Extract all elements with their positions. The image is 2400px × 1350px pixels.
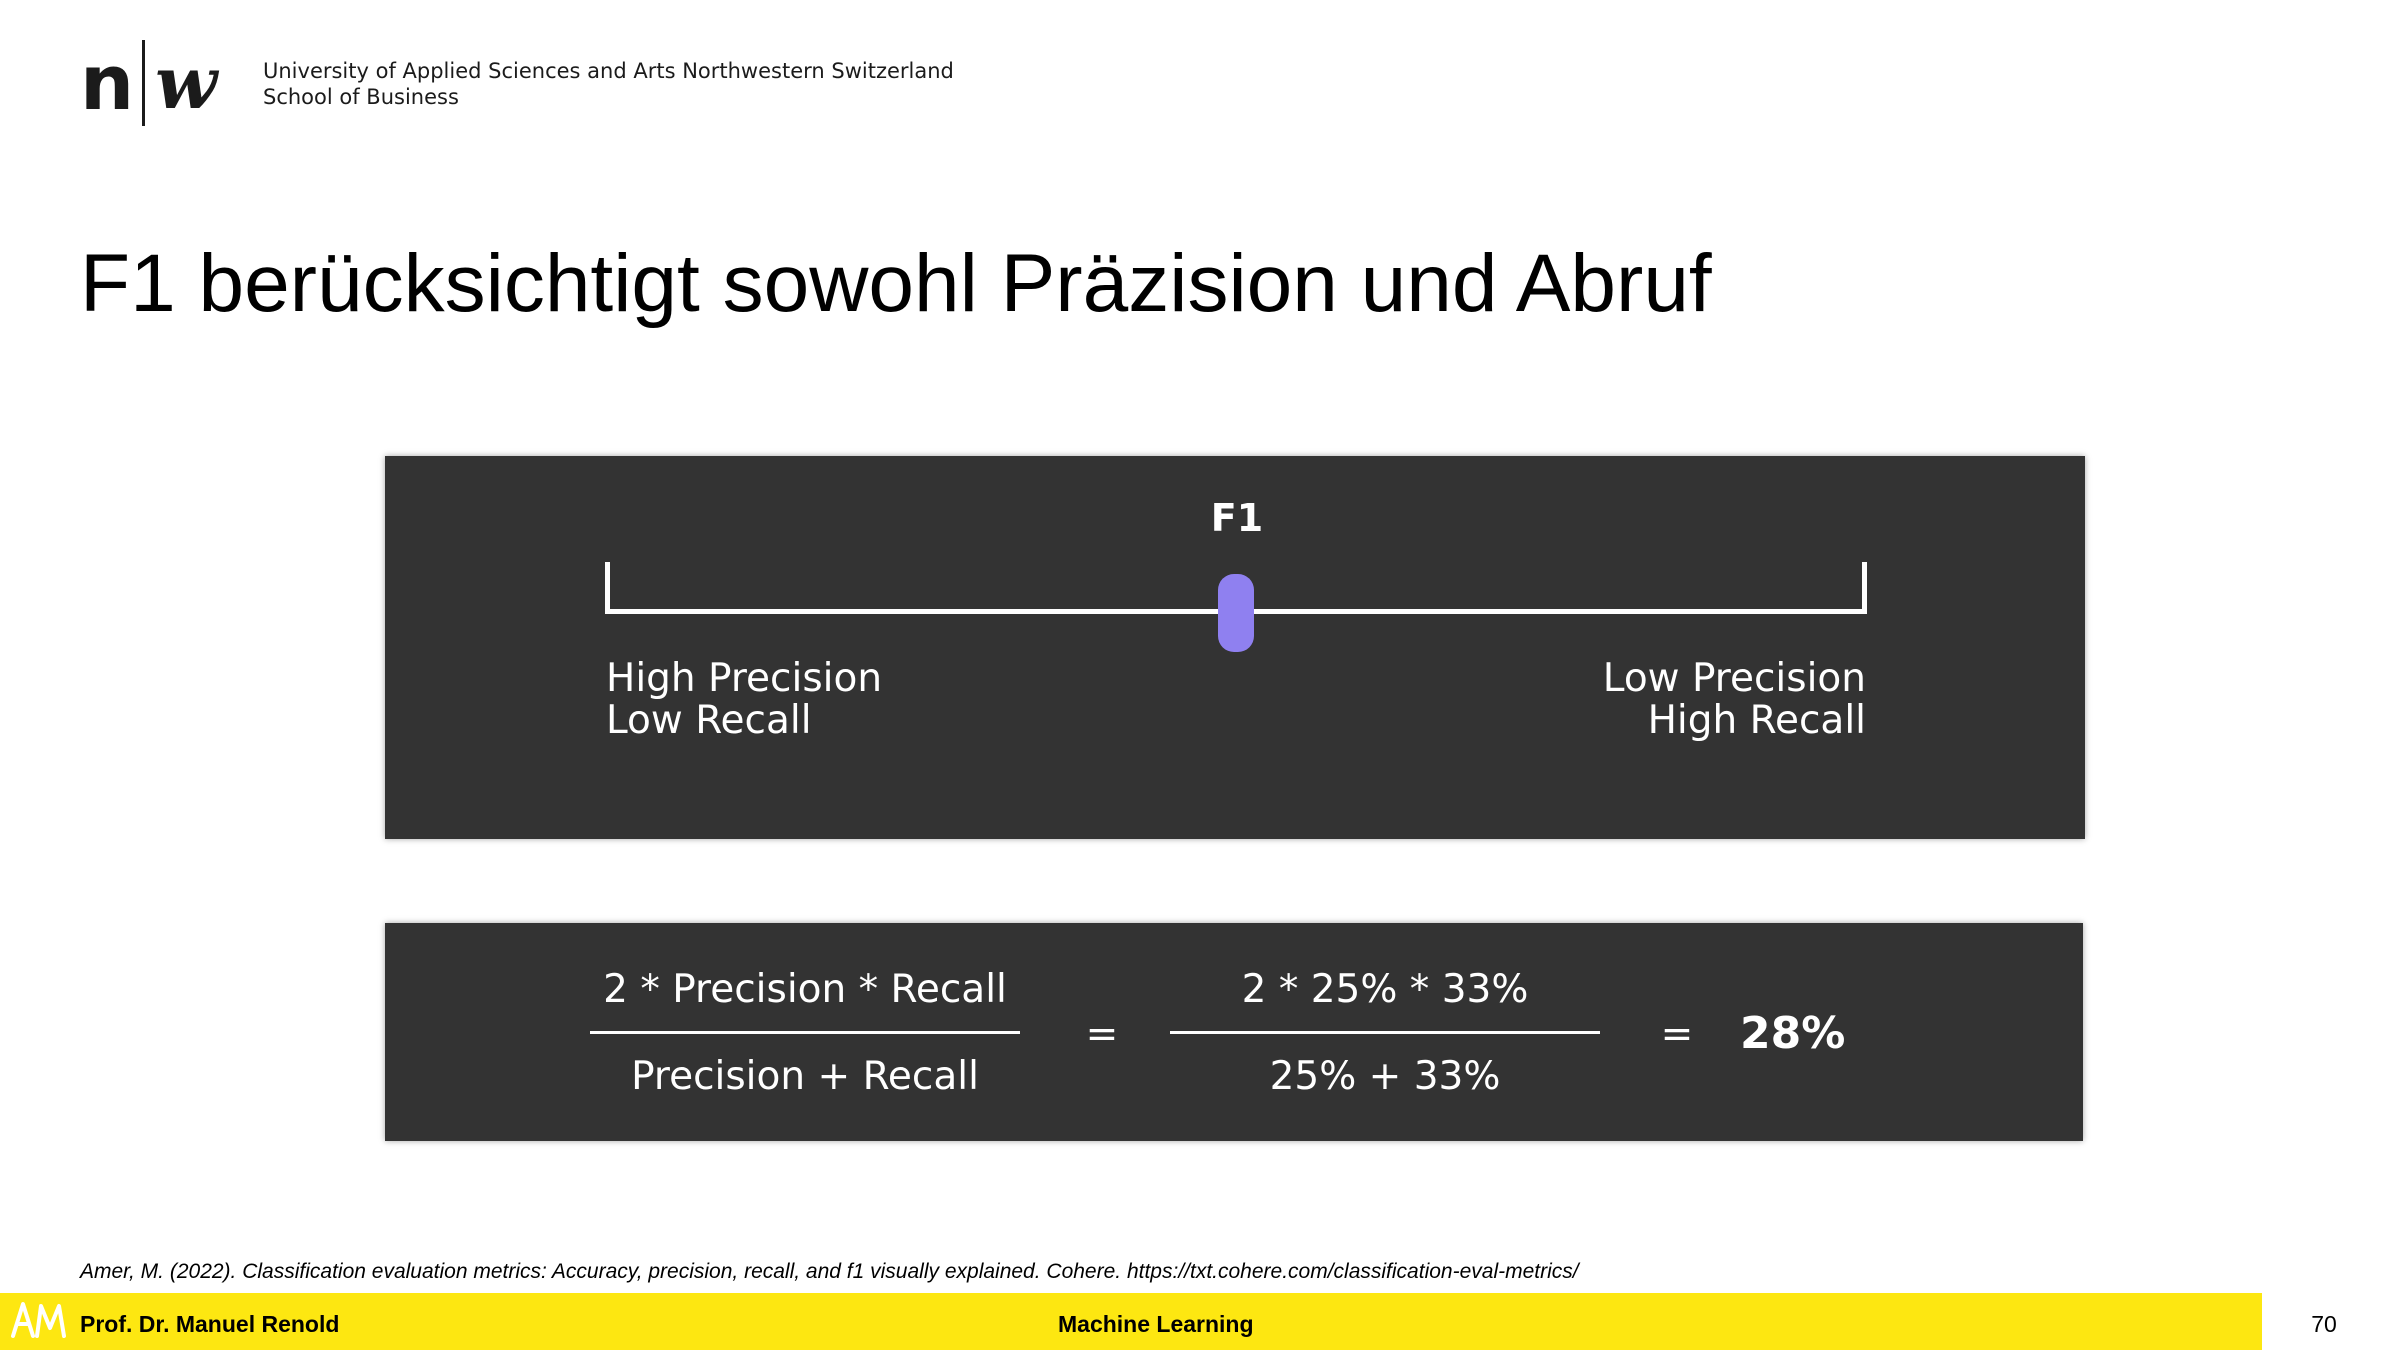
scale-left-label: High Precision Low Recall bbox=[606, 658, 882, 742]
f1-label: F1 bbox=[1210, 496, 1264, 540]
institution-line-1: University of Applied Sciences and Arts … bbox=[263, 59, 954, 83]
scale-right-label-line-2: High Recall bbox=[1647, 698, 1866, 743]
scale-left-label-line-2: Low Recall bbox=[606, 698, 812, 743]
formula-equals-2: = bbox=[1660, 1012, 1694, 1057]
formula-numerator-general: 2 * Precision * Recall bbox=[603, 967, 1007, 1012]
formula-result: 28% bbox=[1740, 1008, 1846, 1059]
scale-right-label: Low Precision High Recall bbox=[1460, 658, 1866, 742]
logo-letter-w: w bbox=[155, 40, 218, 125]
institution-name: University of Applied Sciences and Arts … bbox=[263, 58, 954, 110]
formula-numerator-values: 2 * 25% * 33% bbox=[1241, 967, 1529, 1012]
formula-denominator-values: 25% + 33% bbox=[1269, 1054, 1501, 1099]
footer-bar bbox=[0, 1293, 2262, 1350]
institution-line-2: School of Business bbox=[263, 85, 459, 109]
page-number: 70 bbox=[2311, 1311, 2337, 1337]
fraction-bar-values bbox=[1170, 1031, 1600, 1034]
formula-equals-1: = bbox=[1085, 1012, 1119, 1057]
scale-right-label-line-1: Low Precision bbox=[1602, 656, 1866, 701]
am-monogram-icon bbox=[11, 1302, 66, 1338]
scale-left-tick bbox=[605, 562, 610, 614]
logo-divider bbox=[142, 40, 146, 126]
fhnw-logo: n w bbox=[80, 40, 217, 126]
logo-letter-n: n bbox=[80, 38, 134, 127]
footer-course-title: Machine Learning bbox=[1058, 1311, 1254, 1337]
scale-left-label-line-1: High Precision bbox=[606, 656, 883, 701]
slide-title: F1 berücksichtigt sowohl Präzision und A… bbox=[80, 238, 1712, 329]
f1-marker bbox=[1218, 574, 1254, 652]
formula-denominator-general: Precision + Recall bbox=[631, 1054, 979, 1099]
footer-author: Prof. Dr. Manuel Renold bbox=[80, 1311, 340, 1337]
fraction-bar-general bbox=[590, 1031, 1020, 1034]
source-citation: Amer, M. (2022). Classification evaluati… bbox=[80, 1260, 1579, 1283]
scale-right-tick bbox=[1862, 562, 1867, 614]
